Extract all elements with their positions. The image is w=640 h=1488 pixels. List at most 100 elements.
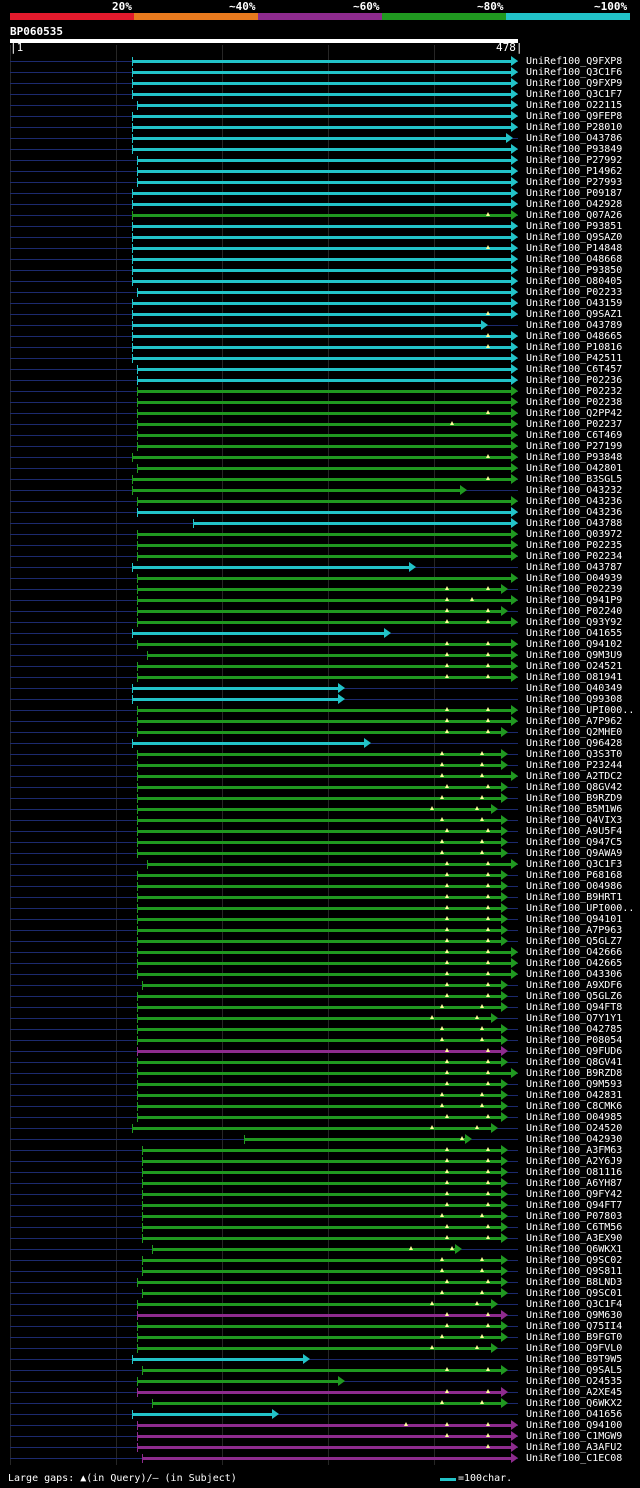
hit-row[interactable]: UniRef100_B8LND3 [0,1277,640,1288]
hit-label[interactable]: UniRef100_C6T457 [526,364,623,375]
hit-row[interactable]: UniRef100_Q8GV42 [0,782,640,793]
hit-bar[interactable] [137,104,511,107]
hit-row[interactable]: UniRef100_B9T9W5 [0,1354,640,1365]
hit-row[interactable]: UniRef100_A3FM63 [0,1145,640,1156]
hit-label[interactable]: UniRef100_O48665 [526,331,623,342]
hit-row[interactable]: UniRef100_Q6WKX1 [0,1244,640,1255]
hit-bar[interactable] [131,1358,303,1361]
hit-bar[interactable] [131,93,511,96]
hit-label[interactable]: UniRef100_Q9FEP8 [526,111,623,122]
hit-row[interactable]: UniRef100_O43787 [0,562,640,573]
hit-bar[interactable] [137,907,501,910]
hit-bar[interactable] [137,1050,501,1053]
hit-row[interactable]: UniRef100_P93848 [0,452,640,463]
hit-bar[interactable] [142,1369,501,1372]
hit-label[interactable]: UniRef100_B9T9W5 [526,1354,623,1365]
hit-label[interactable]: UniRef100_UPI000.. [526,705,635,716]
hit-label[interactable]: UniRef100_UPI000.. [526,903,635,914]
hit-label[interactable]: UniRef100_P09187 [526,188,623,199]
hit-label[interactable]: UniRef100_Q3C1F3 [526,859,623,870]
hit-row[interactable]: UniRef100_O48668 [0,254,640,265]
hit-label[interactable]: UniRef100_O42785 [526,1024,623,1035]
hit-row[interactable]: UniRef100_Q9AWA9 [0,848,640,859]
hit-bar[interactable] [137,423,511,426]
hit-bar[interactable] [137,1314,501,1317]
hit-bar[interactable] [137,1105,501,1108]
hit-row[interactable]: UniRef100_Q96428 [0,738,640,749]
hit-row[interactable]: UniRef100_Q94102 [0,639,640,650]
hit-row[interactable]: UniRef100_Q40349 [0,683,640,694]
hit-row[interactable]: UniRef100_P10816 [0,342,640,353]
hit-bar[interactable] [137,874,501,877]
hit-label[interactable]: UniRef100_P27992 [526,155,623,166]
hit-label[interactable]: UniRef100_Q9M630 [526,1310,623,1321]
hit-label[interactable]: UniRef100_Q3C1F4 [526,1299,623,1310]
hit-row[interactable]: UniRef100_O42801 [0,463,640,474]
hit-label[interactable]: UniRef100_P02232 [526,386,623,397]
hit-label[interactable]: UniRef100_Q9FUD6 [526,1046,623,1057]
hit-row[interactable]: UniRef100_A9U5F4 [0,826,640,837]
hit-row[interactable]: UniRef100_Q9FEP8 [0,111,640,122]
hit-label[interactable]: UniRef100_Q8GV42 [526,782,623,793]
hit-label[interactable]: UniRef100_Q3C1F6 [526,67,623,78]
hit-row[interactable]: UniRef100_UPI000.. [0,903,640,914]
hit-row[interactable]: UniRef100_Q2MHE0 [0,727,640,738]
hit-row[interactable]: UniRef100_P07803 [0,1211,640,1222]
hit-bar[interactable] [137,885,501,888]
hit-label[interactable]: UniRef100_Q9FXP8 [526,56,623,67]
hit-label[interactable]: UniRef100_Q6WKX2 [526,1398,623,1409]
hit-label[interactable]: UniRef100_O43232 [526,485,623,496]
hit-label[interactable]: UniRef100_Q07A26 [526,210,623,221]
hit-label[interactable]: UniRef100_P68168 [526,870,623,881]
hit-bar[interactable] [131,335,511,338]
hit-label[interactable]: UniRef100_Q3S3T0 [526,749,623,760]
hit-row[interactable]: UniRef100_O43786 [0,133,640,144]
hit-row[interactable]: UniRef100_O42666 [0,947,640,958]
hit-bar[interactable] [142,984,501,987]
hit-label[interactable]: UniRef100_Q9FVL0 [526,1343,623,1354]
hit-bar[interactable] [137,808,491,811]
hit-bar[interactable] [152,1248,456,1251]
hit-label[interactable]: UniRef100_Q3C1F7 [526,89,623,100]
hit-row[interactable]: UniRef100_O04986 [0,881,640,892]
hit-bar[interactable] [137,291,511,294]
hit-bar[interactable] [142,1160,501,1163]
hit-row[interactable]: UniRef100_A3AFU2 [0,1442,640,1453]
hit-bar[interactable] [137,973,511,976]
hit-bar[interactable] [137,467,511,470]
hit-bar[interactable] [137,962,511,965]
hit-label[interactable]: UniRef100_B9HRT1 [526,892,623,903]
hit-label[interactable]: UniRef100_Q94FT8 [526,1002,623,1013]
hit-bar[interactable] [137,995,501,998]
hit-bar[interactable] [137,852,501,855]
hit-label[interactable]: UniRef100_C1EC08 [526,1453,623,1464]
hit-label[interactable]: UniRef100_C1MGW9 [526,1431,623,1442]
hit-label[interactable]: UniRef100_P28010 [526,122,623,133]
hit-row[interactable]: UniRef100_P68168 [0,870,640,881]
hit-label[interactable]: UniRef100_O24535 [526,1376,623,1387]
hit-bar[interactable] [137,1336,501,1339]
hit-bar[interactable] [137,764,501,767]
hit-label[interactable]: UniRef100_O42831 [526,1090,623,1101]
hit-label[interactable]: UniRef100_O43236 [526,496,623,507]
hit-bar[interactable] [137,1347,491,1350]
hit-row[interactable]: UniRef100_O42928 [0,199,640,210]
hit-label[interactable]: UniRef100_O43236 [526,507,623,518]
hit-label[interactable]: UniRef100_A3EX90 [526,1233,623,1244]
hit-label[interactable]: UniRef100_C6TM56 [526,1222,623,1233]
hit-label[interactable]: UniRef100_P93849 [526,144,623,155]
hit-label[interactable]: UniRef100_O48668 [526,254,623,265]
hit-bar[interactable] [137,511,511,514]
hit-bar[interactable] [192,522,511,525]
hit-bar[interactable] [142,1193,501,1196]
hit-row[interactable]: UniRef100_A2XE45 [0,1387,640,1398]
hit-label[interactable]: UniRef100_P02233 [526,287,623,298]
hit-label[interactable]: UniRef100_O41656 [526,1409,623,1420]
hit-label[interactable]: UniRef100_O43787 [526,562,623,573]
hit-bar[interactable] [131,82,511,85]
hit-bar[interactable] [131,346,511,349]
hit-bar[interactable] [152,1402,501,1405]
hit-row[interactable]: UniRef100_P93851 [0,221,640,232]
hit-row[interactable]: UniRef100_Q4VIX3 [0,815,640,826]
hit-row[interactable]: UniRef100_P23244 [0,760,640,771]
